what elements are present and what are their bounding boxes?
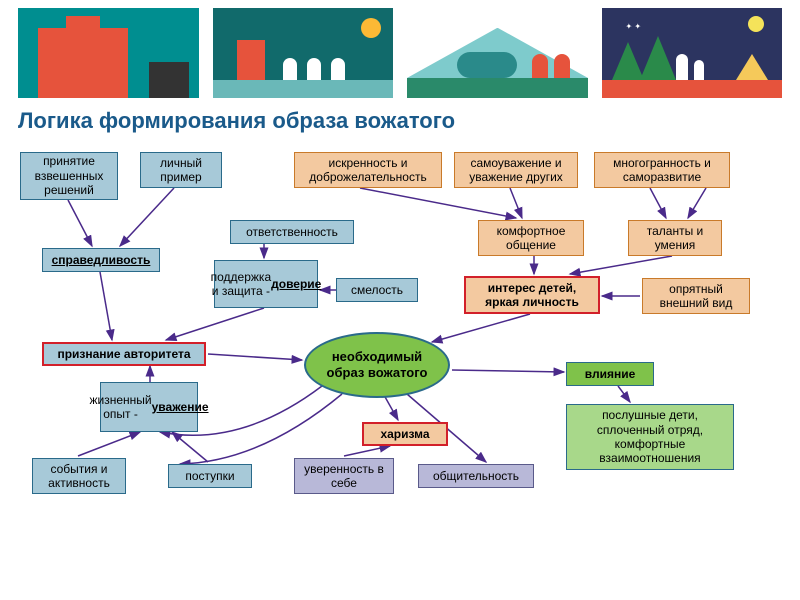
concept-diagram: принятие взвешенных решений личный пример… (0, 142, 800, 600)
banner-3 (407, 8, 588, 98)
node-n14: признание авторитета (42, 342, 206, 366)
node-n11: смелость (336, 278, 418, 302)
banner-4: ✦ ✦ (602, 8, 783, 98)
node-n17: жизненный опыт - уважение (100, 382, 198, 432)
node-n23: общительность (418, 464, 534, 488)
node-n22: уверенность в себе (294, 458, 394, 494)
banner-1 (18, 8, 199, 98)
node-n21: поступки (168, 464, 252, 488)
node-n9: таланты и умения (628, 220, 722, 256)
node-n1: принятие взвешенных решений (20, 152, 118, 200)
node-n10: поддержка и защита - доверие (214, 260, 318, 308)
node-n5: многогранность и саморазвитие (594, 152, 730, 188)
node-n19: послушные дети, сплоченный отряд, комфор… (566, 404, 734, 470)
banner-row: ✦ ✦ (0, 0, 800, 102)
banner-2 (213, 8, 394, 98)
node-n16: влияние (566, 362, 654, 386)
node-n8: комфортное общение (478, 220, 584, 256)
node-n6: справедливость (42, 248, 160, 272)
node-n3: искренность и доброжелательность (294, 152, 442, 188)
node-n13: опрятный внешний вид (642, 278, 750, 314)
node-n15: необходимый образ вожатого (304, 332, 450, 398)
node-n7: ответственность (230, 220, 354, 244)
node-n18: харизма (362, 422, 448, 446)
node-n2: личный пример (140, 152, 222, 188)
node-n4: самоуважение и уважение других (454, 152, 578, 188)
page-title: Логика формирования образа вожатого (0, 102, 800, 134)
node-n12: интерес детей, яркая личность (464, 276, 600, 314)
node-n20: события и активность (32, 458, 126, 494)
